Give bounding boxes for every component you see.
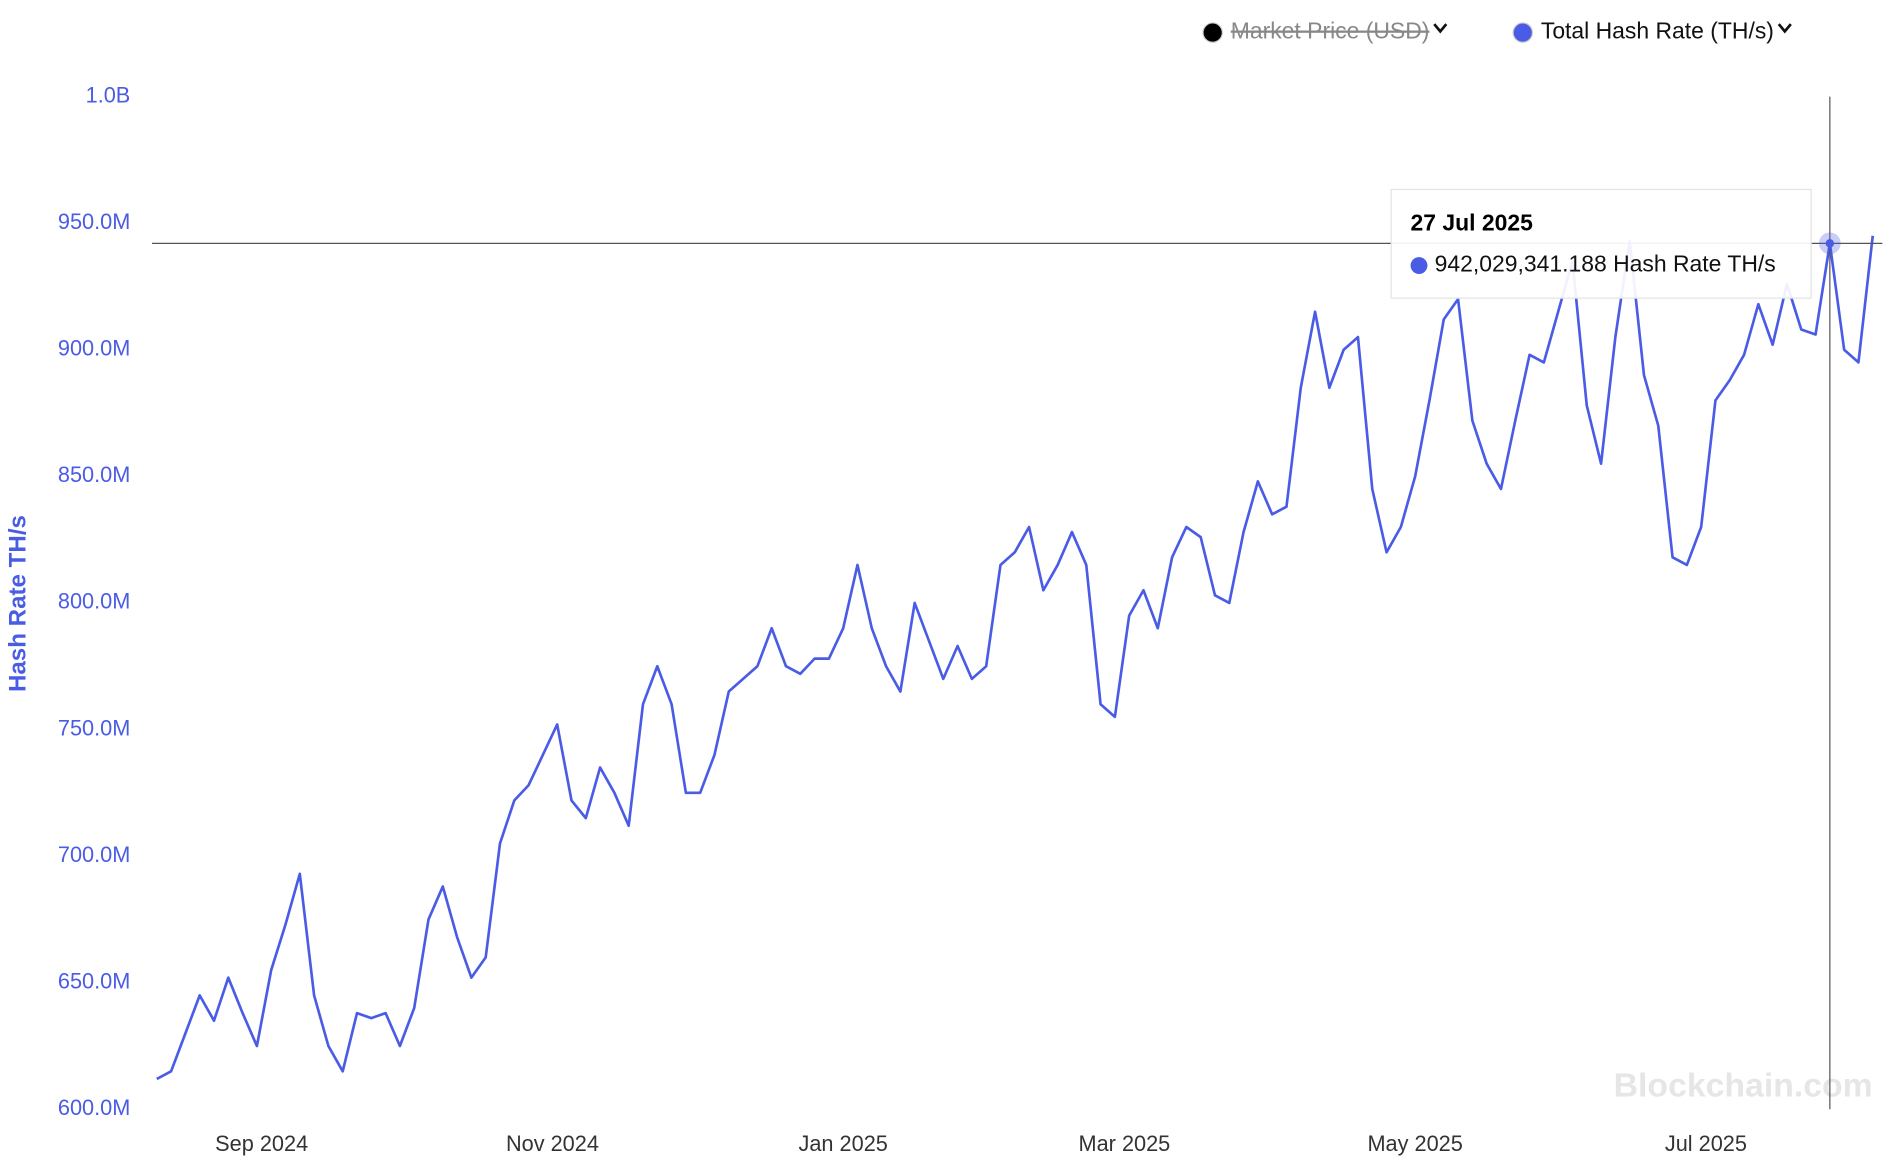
x-tick-label: Nov 2024 — [506, 1131, 599, 1156]
tooltip-dot — [1410, 257, 1428, 275]
watermark: Blockchain.com — [1614, 1066, 1873, 1104]
y-tick-label: 600.0M — [58, 1095, 130, 1120]
legend-label[interactable]: Market Price (USD) — [1231, 18, 1430, 44]
y-tick-label: 800.0M — [58, 589, 130, 614]
tooltip-number: 942,029,341.188 — [1435, 251, 1607, 277]
legend-marker[interactable] — [1512, 22, 1534, 43]
legend-chevron[interactable] — [1777, 23, 1792, 34]
x-tick-label: Mar 2025 — [1079, 1131, 1171, 1156]
tooltip-box — [1390, 188, 1812, 299]
tooltip-series: Hash Rate TH/s — [1613, 251, 1776, 277]
x-tick-label: Jan 2025 — [799, 1131, 888, 1156]
y-tick-label: 750.0M — [58, 715, 130, 740]
y-tick-label: 700.0M — [58, 842, 130, 867]
y-tick-label: 650.0M — [58, 968, 130, 993]
tooltip-date: 27 Jul 2025 — [1411, 210, 1534, 236]
line-series — [156, 235, 1875, 1081]
x-tick-label: Jul 2025 — [1665, 1131, 1747, 1156]
x-tick-label: Sep 2024 — [215, 1131, 308, 1156]
y-tick-label: 950.0M — [58, 209, 130, 234]
y-tick-label: 850.0M — [58, 462, 130, 487]
legend-chevron[interactable] — [1433, 23, 1448, 34]
x-tick-label: May 2025 — [1367, 1131, 1462, 1156]
y-axis-label: Hash Rate TH/s — [5, 515, 32, 692]
legend-marker[interactable] — [1202, 22, 1223, 43]
tooltip-value: 942,029,341.188 Hash Rate TH/s — [1435, 251, 1776, 277]
legend-label[interactable]: Total Hash Rate (TH/s) — [1541, 18, 1774, 44]
y-tick-label: 1.0B — [86, 82, 131, 107]
y-tick-label: 900.0M — [58, 335, 130, 360]
hover-point — [1825, 239, 1835, 248]
